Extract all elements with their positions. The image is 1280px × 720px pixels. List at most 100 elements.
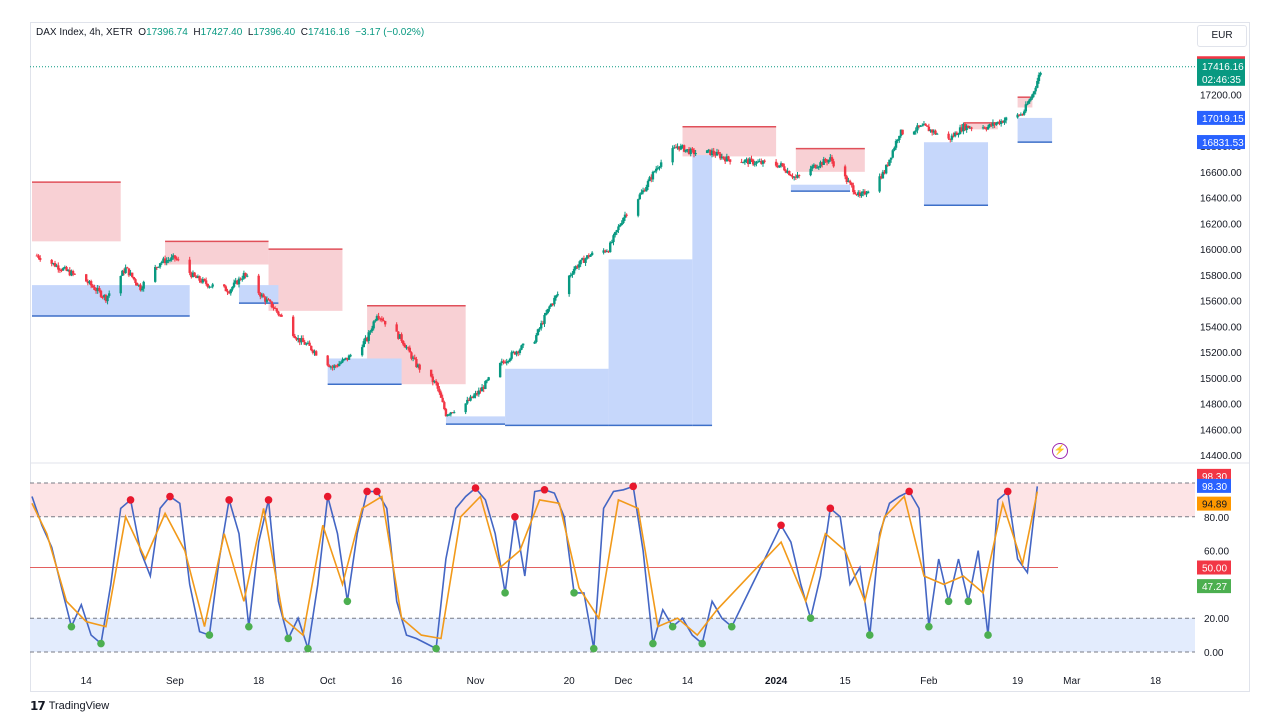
candle-body: [623, 214, 627, 218]
candle-body: [347, 355, 351, 360]
candle-body: [991, 122, 995, 126]
sell-signal-dot: [471, 484, 480, 492]
candle-body: [824, 159, 827, 162]
price-label-text: 02:46:35: [1202, 75, 1241, 86]
buy-signal-dot: [944, 597, 953, 606]
candle-body: [725, 156, 729, 162]
candle-body: [829, 157, 832, 160]
candle-body: [673, 147, 676, 149]
candle-body: [333, 365, 336, 368]
candle-body: [515, 351, 518, 355]
candle-body: [692, 149, 696, 155]
candle-body: [825, 161, 829, 163]
price-tick-label: 15600.00: [1200, 297, 1242, 308]
candle-body: [819, 162, 822, 167]
sell-signal-dot: [264, 496, 273, 504]
candle-body: [298, 338, 301, 343]
candle-body: [275, 308, 278, 312]
price-tick-label: 14400.00: [1200, 451, 1242, 462]
candle-body: [341, 359, 344, 363]
candle-body: [761, 160, 765, 164]
candle-body: [655, 168, 658, 172]
buy-signal-dot: [925, 622, 933, 631]
osc-label-text: 94.89: [1202, 500, 1227, 511]
candle-body: [893, 147, 896, 151]
candle-body: [520, 345, 523, 350]
candle-body: [106, 295, 109, 302]
candle-body: [163, 258, 167, 264]
candle-body: [39, 258, 42, 260]
candle-body: [52, 263, 55, 265]
candle-body: [395, 324, 398, 332]
candle-body: [484, 381, 487, 389]
candle-body: [776, 165, 779, 168]
candle-body: [960, 127, 963, 132]
candle-body: [513, 351, 517, 355]
tradingview-brand[interactable]: 𝟭𝟳 TradingView: [30, 699, 109, 713]
lightning-icon[interactable]: ⚡: [1052, 443, 1068, 459]
candle-body: [137, 284, 140, 286]
candle-body: [636, 199, 640, 216]
candle-body: [788, 170, 791, 176]
candle-body: [590, 252, 594, 256]
candle-body: [999, 120, 1003, 125]
buy-signal-dot: [668, 622, 677, 631]
overbought-band: [30, 483, 1195, 517]
candle-body: [173, 255, 177, 259]
candle-body: [382, 320, 385, 322]
supply-zone: [963, 122, 998, 130]
candle-body: [705, 150, 709, 154]
candle-body: [196, 276, 200, 279]
candle-body: [791, 175, 794, 178]
buy-signal-dot: [727, 622, 736, 631]
candle-body: [464, 403, 467, 413]
close-label: C: [300, 27, 308, 38]
candle-body: [1026, 103, 1029, 105]
candle-body: [724, 158, 727, 162]
currency-button[interactable]: EUR: [1197, 25, 1247, 47]
candle-body: [774, 161, 778, 166]
candle-body: [198, 276, 201, 281]
candle-body: [139, 284, 142, 291]
candle-body: [607, 251, 610, 253]
candle-body: [740, 161, 743, 163]
buy-signal-dot: [284, 634, 293, 643]
price-tick-label: 15000.00: [1200, 374, 1242, 385]
candle-body: [543, 314, 546, 324]
candle-body: [234, 280, 237, 283]
candle-body: [880, 176, 883, 179]
candle-body: [679, 145, 683, 150]
candle-body: [827, 159, 830, 163]
demand-zone: [505, 368, 609, 426]
candle-body: [878, 176, 881, 192]
osc-label-text: 98.30: [1202, 472, 1227, 483]
osc-label-text: 98.30: [1202, 482, 1227, 493]
buy-signal-dot: [245, 622, 253, 631]
time-tick-label: 2024: [765, 676, 788, 687]
candle-body: [70, 271, 73, 276]
candle-body: [436, 382, 439, 389]
candle-body: [866, 191, 870, 194]
candle-body: [301, 338, 305, 342]
candle-body: [681, 145, 684, 147]
price-tick-label: 14800.00: [1200, 400, 1242, 411]
candle-body: [291, 316, 295, 336]
sell-signal-dot: [629, 482, 638, 491]
candle-body: [62, 268, 65, 271]
candle-body: [830, 157, 834, 162]
candle-body: [745, 159, 748, 161]
candle-body: [912, 131, 916, 135]
candle-body: [193, 272, 196, 277]
price-tick-label: 16400.00: [1200, 194, 1242, 205]
candle-body: [124, 267, 127, 274]
candle-body: [719, 153, 722, 159]
osc-label-box: [1197, 560, 1231, 575]
candle-body: [267, 299, 270, 301]
candle-body: [273, 307, 277, 309]
low-value: 17396.40: [253, 27, 296, 38]
candle-body: [548, 306, 551, 309]
candle-body: [967, 125, 970, 129]
candle-body: [121, 270, 124, 276]
candle-body: [609, 242, 612, 253]
